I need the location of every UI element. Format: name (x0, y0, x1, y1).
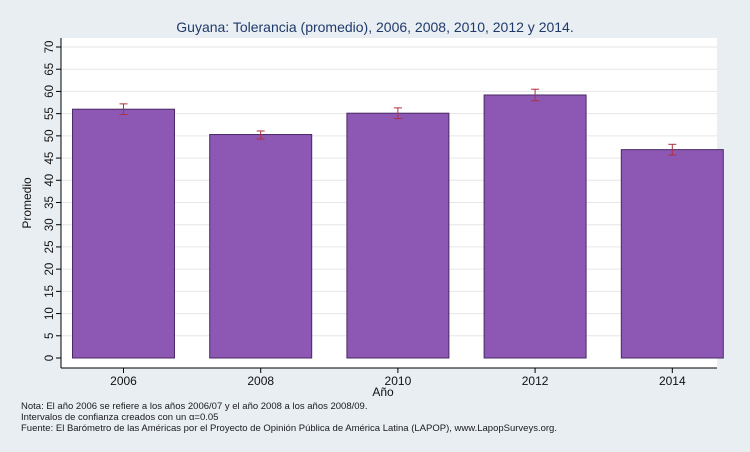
bar (483, 94, 587, 359)
y-tick-label: 0 (44, 355, 56, 361)
x-tick-label: 2014 (659, 374, 686, 388)
chart-title: Guyana: Tolerancia (promedio), 2006, 200… (176, 19, 573, 35)
y-tick-label: 55 (44, 107, 56, 120)
x-tick-label: 2008 (247, 374, 274, 388)
y-tick-label: 15 (44, 285, 56, 298)
note-line: Nota: El año 2006 se refiere a los años … (21, 401, 368, 412)
error-bars (119, 88, 677, 156)
y-tick-label: 45 (44, 152, 56, 165)
bar (620, 149, 724, 359)
x-tick-label: 2010 (385, 374, 412, 388)
y-tick-label: 25 (44, 241, 56, 254)
axes: 0 5 10 15 20 25 30 35 40 45 50 55 60 65 70 2006 2008 2010… (44, 38, 717, 388)
y-tick-label: 65 (44, 63, 56, 76)
y-tick-label: 70 (44, 41, 56, 54)
bar (209, 134, 313, 359)
y-tick-label: 30 (44, 218, 56, 231)
x-tick-label: 2006 (110, 374, 137, 388)
y-axis-label: Promedio (20, 177, 34, 229)
y-tick-label: 60 (44, 85, 56, 98)
y-tick-label: 50 (44, 129, 56, 142)
bar (72, 108, 175, 359)
y-tick-label: 35 (44, 196, 56, 209)
y-tick-label: 20 (44, 263, 56, 276)
y-tick-label: 10 (44, 307, 56, 320)
x-axis-label: Año (372, 385, 394, 399)
source-note: Fuente: El Barómetro de las Américas por… (21, 423, 557, 434)
chart-notes: Nota: El año 2006 se refiere a los años … (21, 401, 557, 434)
bar (346, 112, 450, 359)
y-tick-label: 5 (44, 333, 56, 339)
confidence-note: Intervalos de confianza creados con un α… (21, 412, 219, 423)
y-tick-label: 40 (44, 174, 56, 187)
x-tick-label: 2012 (522, 374, 549, 388)
bars (72, 94, 724, 359)
